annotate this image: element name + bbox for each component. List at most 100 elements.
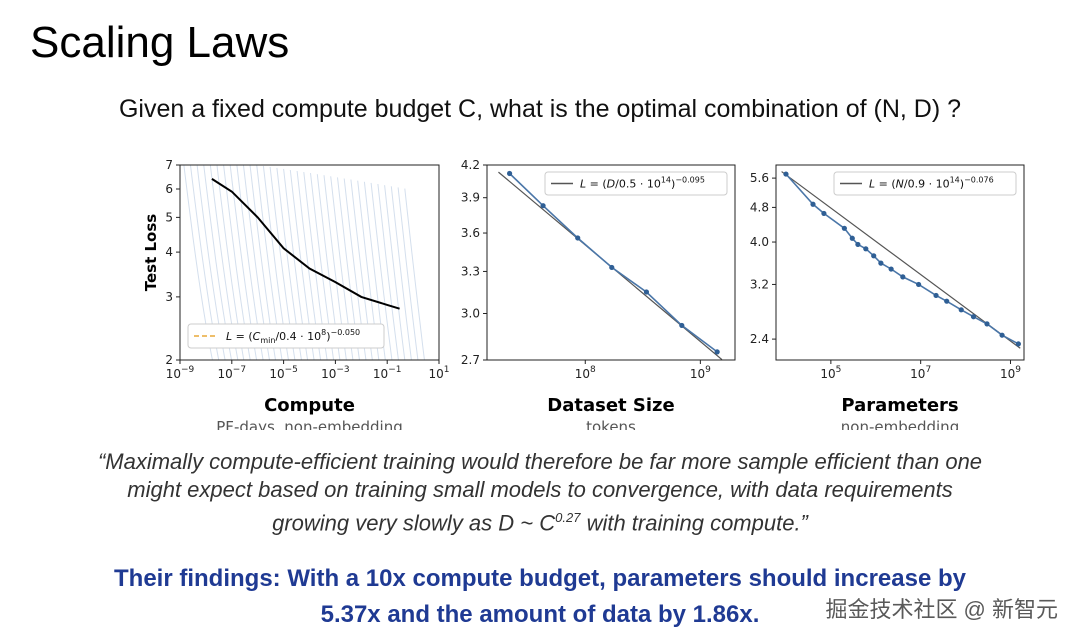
learning-curve [269, 166, 296, 360]
legend-box [833, 171, 1017, 196]
findings: Their findings: With a 10x compute budge… [30, 561, 1050, 633]
x-axis-sublabel: tokens [586, 418, 636, 430]
learning-curve [303, 172, 328, 360]
legend-label: L = (Cmin/0.4 · 108)−0.050 [226, 328, 360, 345]
data-point [888, 266, 894, 272]
slide-subtitle: Given a fixed compute budget C, what is … [118, 95, 962, 123]
legend-box [187, 323, 385, 349]
frontier-line [211, 178, 400, 310]
data-point [841, 225, 847, 231]
y-tick-label: 2.4 [750, 332, 769, 346]
watermark: 掘金技术社区 @ 新智元 [825, 597, 1058, 622]
plot-area [781, 171, 1021, 349]
data-line [509, 172, 718, 353]
data-point [970, 314, 977, 320]
data-point [679, 322, 685, 329]
y-tick-label: 4 [165, 245, 173, 259]
learning-curve [196, 165, 226, 360]
y-tick-label: 5.6 [750, 171, 769, 185]
legend-label: L = (D/0.5 · 1014)−0.095 [580, 176, 705, 191]
data-point [609, 264, 615, 271]
y-tick-label: 7 [165, 158, 173, 172]
quote-line-1: “Maximally compute-efficient training wo… [97, 449, 983, 474]
y-tick-label: 5 [165, 210, 173, 224]
legend-label: L = (N/0.9 · 1014)−0.076 [869, 176, 994, 191]
learning-curve [337, 177, 360, 360]
x-axis-label: Compute [264, 395, 355, 416]
y-tick-label: 3.2 [750, 277, 769, 291]
learning-curve [229, 165, 258, 360]
learning-curve [209, 165, 239, 360]
y-tick-label: 4.2 [461, 158, 480, 172]
data-point [540, 203, 546, 209]
learning-curve [357, 180, 380, 360]
data-point [916, 281, 922, 288]
data-point [984, 321, 990, 327]
x-tick-label: 105 [820, 365, 841, 381]
y-tick-label: 3.9 [461, 191, 480, 205]
x-tick-label: 10−1 [373, 365, 402, 381]
data-point [900, 274, 906, 280]
learning-curve [323, 175, 347, 360]
learning-curve [189, 165, 220, 360]
parameters-chart: 105 107 109 2.4 3.2 4.0 4.8 5.6 Parameters non-em… [750, 164, 1025, 430]
x-axis-sublabel: PF-days, non-embedding [216, 418, 402, 430]
quote-line-3-end: with training compute.” [580, 510, 808, 536]
y-axis-label: Test Loss [142, 214, 160, 292]
learning-curve [256, 165, 283, 360]
quote: “Maximally compute-efficient training wo… [30, 448, 1050, 537]
learning-curve [390, 186, 412, 360]
plot-area [183, 165, 425, 360]
learning-curve [289, 169, 315, 360]
learning-curve [310, 173, 335, 360]
x-tick-label: 101 [428, 365, 449, 381]
data-point [643, 289, 650, 295]
learning-curve [350, 179, 373, 360]
y-tick-label: 2.7 [461, 353, 480, 367]
x-tick-label: 10−9 [166, 365, 195, 381]
compute-chart: 10−9 10−7 10−5 10−3 10−1 101 2 3 4 5 6 7 Compute PF-d… [142, 158, 450, 430]
learning-curve [242, 165, 271, 360]
learning-curve [363, 181, 386, 360]
learning-curve [296, 170, 322, 360]
learning-curve [404, 188, 425, 360]
data-point [958, 307, 964, 313]
x-tick-label: 10−7 [218, 365, 247, 381]
quote-line-2: might expect based on training small mod… [127, 477, 953, 502]
charts-figure: 10−9 10−7 10−5 10−3 10−1 101 2 3 4 5 6 7 Compute PF-d… [142, 158, 1025, 430]
y-tick-label: 2 [165, 353, 173, 367]
learning-curve [216, 165, 245, 360]
learning-curve [262, 165, 289, 360]
data-point [1015, 341, 1021, 347]
data-line [785, 173, 1019, 345]
x-axis-label: Parameters [841, 395, 958, 416]
learning-curve [203, 165, 233, 360]
plot-area [498, 170, 723, 360]
quote-line-3: growing very slowly as D ~ C0.27 with tr… [30, 504, 1050, 537]
learning-curve [377, 183, 399, 360]
data-point [999, 332, 1005, 338]
learning-curve [236, 165, 264, 360]
learning-curve [397, 187, 419, 360]
legend-box [544, 171, 728, 196]
learning-curve [283, 168, 309, 360]
findings-line-1: Their findings: With a 10x compute budge… [114, 565, 966, 592]
learning-curve [249, 165, 277, 360]
data-point [863, 246, 869, 252]
learning-curve [223, 165, 251, 360]
y-tick-label: 4.8 [750, 200, 769, 214]
learning-curve [384, 185, 406, 360]
y-tick-label: 3.3 [461, 264, 480, 278]
data-point [933, 292, 939, 299]
x-tick-label: 107 [910, 365, 931, 381]
data-point [944, 298, 950, 304]
plot-frame [486, 164, 736, 361]
quote-line-3-start: growing very slowly as D ~ C [272, 510, 556, 536]
data-point [810, 201, 816, 207]
learning-curve [316, 174, 341, 360]
data-point [849, 235, 855, 241]
data-point [575, 235, 581, 241]
data-point [878, 260, 884, 266]
x-tick-label: 109 [1000, 365, 1021, 381]
learning-curve [183, 165, 213, 360]
